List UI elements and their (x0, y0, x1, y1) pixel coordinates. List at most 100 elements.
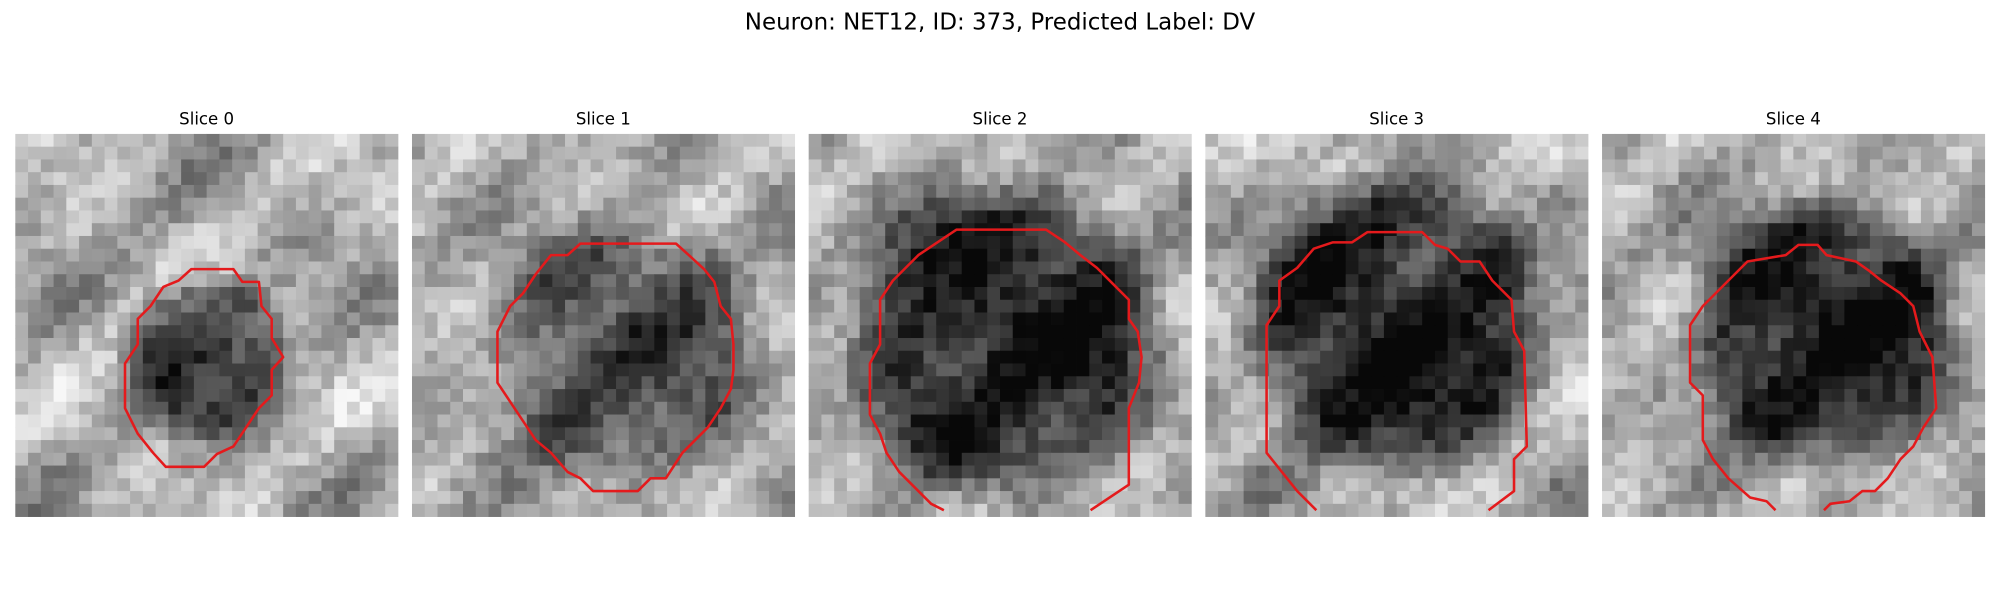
pixel (1946, 299, 1960, 313)
pixel (28, 248, 42, 262)
pixel (961, 133, 975, 148)
pixel (1869, 159, 1884, 173)
pixel (1460, 503, 1474, 517)
pixel (450, 286, 464, 301)
pixel (654, 146, 668, 160)
pixel (961, 427, 975, 441)
pixel (616, 427, 630, 441)
pixel (897, 248, 912, 262)
pixel (1051, 223, 1065, 237)
pixel (526, 210, 540, 224)
pixel (1602, 299, 1616, 313)
pixel (91, 427, 105, 441)
pixel (730, 274, 745, 288)
pixel (590, 261, 604, 275)
pixel (385, 159, 399, 173)
pixel (1536, 401, 1551, 415)
pixel (1562, 503, 1576, 517)
pixel (1678, 286, 1692, 301)
pixel (411, 503, 426, 517)
pixel (1358, 503, 1372, 517)
pixel (667, 427, 681, 441)
pixel (1908, 478, 1922, 492)
pixel (1165, 389, 1179, 403)
pixel (730, 389, 745, 403)
pixel (130, 440, 144, 454)
pixel (1933, 350, 1947, 364)
pixel (1473, 491, 1487, 505)
pixel (1831, 440, 1845, 454)
pixel (1089, 286, 1103, 301)
pixel (616, 401, 630, 415)
pixel (565, 223, 579, 237)
pixel (1165, 299, 1179, 313)
pixel (219, 401, 233, 415)
pixel (130, 299, 144, 313)
pixel (667, 261, 681, 275)
pixel (270, 376, 284, 390)
pixel (1012, 350, 1026, 364)
pixel (1205, 133, 1219, 148)
pixel (1946, 248, 1960, 262)
pixel (1780, 261, 1794, 275)
pixel (1498, 325, 1512, 339)
pixel (1729, 338, 1743, 352)
pixel (372, 427, 386, 441)
pixel (1575, 184, 1589, 199)
pixel (1076, 325, 1090, 339)
pixel (1640, 223, 1654, 237)
pixel (1281, 338, 1296, 352)
pixel (1704, 427, 1718, 441)
pixel (1320, 223, 1334, 237)
pixel (846, 146, 861, 160)
pixel (552, 312, 566, 326)
pixel (1063, 338, 1077, 352)
pixel (910, 159, 924, 173)
pixel (1165, 452, 1179, 466)
pixel (1076, 414, 1090, 428)
pixel (1205, 223, 1219, 237)
pixel (437, 299, 451, 313)
pixel (539, 274, 553, 288)
pixel (1281, 503, 1296, 517)
pixel (987, 146, 1001, 160)
pixel (1729, 235, 1743, 250)
pixel (181, 363, 195, 377)
pixel (872, 452, 886, 466)
pixel (897, 350, 912, 364)
pixel (437, 376, 451, 390)
pixel (1205, 350, 1219, 364)
pixel (1640, 133, 1654, 148)
pixel (974, 210, 988, 224)
pixel (1153, 248, 1167, 262)
pixel (1102, 478, 1116, 492)
pixel (1882, 376, 1896, 390)
pixel (936, 440, 950, 454)
pixel (923, 389, 937, 403)
pixel (1396, 133, 1410, 148)
pixel (1383, 401, 1398, 415)
pixel (1678, 503, 1692, 517)
pixel (1320, 184, 1334, 199)
pixel (450, 389, 464, 403)
pixel (1959, 248, 1973, 262)
pixel (66, 503, 80, 517)
pixel (130, 363, 144, 377)
pixel (40, 133, 54, 148)
pixel (718, 172, 732, 186)
pixel (1831, 286, 1845, 301)
pixel (488, 427, 502, 441)
pixel (104, 491, 118, 505)
pixel (1946, 338, 1960, 352)
pixel (206, 338, 220, 352)
pixel (641, 503, 655, 517)
pixel (1294, 376, 1308, 390)
pixel (603, 274, 617, 288)
pixel (1640, 312, 1654, 326)
pixel (1511, 235, 1525, 250)
pixel (334, 146, 348, 160)
pixel (475, 261, 489, 275)
pixel (718, 363, 732, 377)
pixel (1230, 363, 1245, 377)
pixel (1704, 235, 1718, 250)
